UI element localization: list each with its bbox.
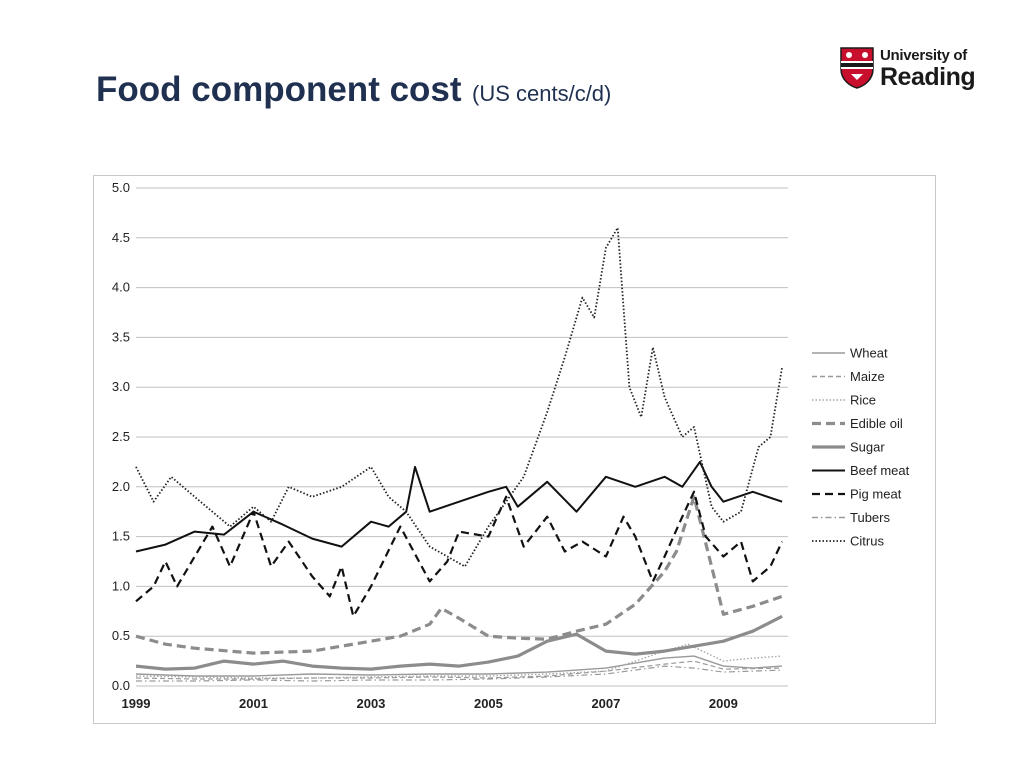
x-tick-label: 2005 [474, 696, 503, 711]
legend-label-pig-meat: Pig meat [850, 487, 902, 502]
y-tick-label: 2.0 [112, 479, 130, 494]
series-line-maize [135, 660, 783, 680]
series-line-pig-meat [135, 490, 784, 618]
page-title: Food component cost (US cents/c/d) [96, 70, 611, 110]
series-line-tubers [136, 665, 783, 682]
chart-canvas: 0.0 0.5 1.0 1.5 2.0 2.5 3.0 3.5 4.0 4.5 5.0 1999 200… [112, 180, 910, 711]
x-tick-label: 2003 [356, 696, 385, 711]
logo-line-1: University of [880, 47, 967, 64]
y-tick-label: 5.0 [112, 180, 130, 195]
y-tick-label: 0.5 [112, 628, 130, 643]
legend-label-tubers: Tubers [850, 510, 890, 525]
legend-label-wheat: Wheat [850, 346, 888, 361]
title-main: Food component cost [96, 70, 462, 109]
series-line-wheat [135, 655, 783, 677]
y-tick-label: 2.5 [112, 429, 130, 444]
y-tick-label: 3.0 [112, 379, 130, 394]
legend-label-beef-meat: Beef meat [850, 463, 910, 478]
y-tick-label: 4.0 [112, 280, 130, 295]
y-tick-label: 4.5 [112, 230, 130, 245]
series-line-citrus [135, 226, 783, 568]
logo-line-2: Reading [880, 63, 976, 91]
x-tick-label: 1999 [122, 696, 151, 711]
legend-label-citrus: Citrus [850, 534, 884, 549]
line-chart: 0.0 0.5 1.0 1.5 2.0 2.5 3.0 3.5 4.0 4.5 5.0 1999 200… [93, 175, 936, 724]
crest-icon [840, 47, 874, 89]
y-tick-label: 1.5 [112, 529, 130, 544]
legend-label-edible-oil: Edible oil [850, 416, 903, 431]
series-line-edible-oil [135, 495, 783, 655]
series-line-beef-meat [135, 460, 783, 553]
x-tick-label: 2001 [239, 696, 268, 711]
x-tick-label: 2009 [709, 696, 738, 711]
legend-label-rice: Rice [850, 393, 876, 408]
legend-label-maize: Maize [850, 369, 885, 384]
y-tick-label: 3.5 [112, 329, 130, 344]
university-logo: University of Reading [840, 47, 985, 97]
y-tick-label: 0.0 [112, 678, 130, 693]
series-line-rice [135, 643, 783, 679]
title-unit: (US cents/c/d) [472, 81, 612, 106]
legend-label-sugar: Sugar [850, 440, 885, 455]
x-tick-label: 2007 [591, 696, 620, 711]
y-tick-label: 1.0 [112, 578, 130, 593]
series-line-sugar [135, 614, 783, 671]
